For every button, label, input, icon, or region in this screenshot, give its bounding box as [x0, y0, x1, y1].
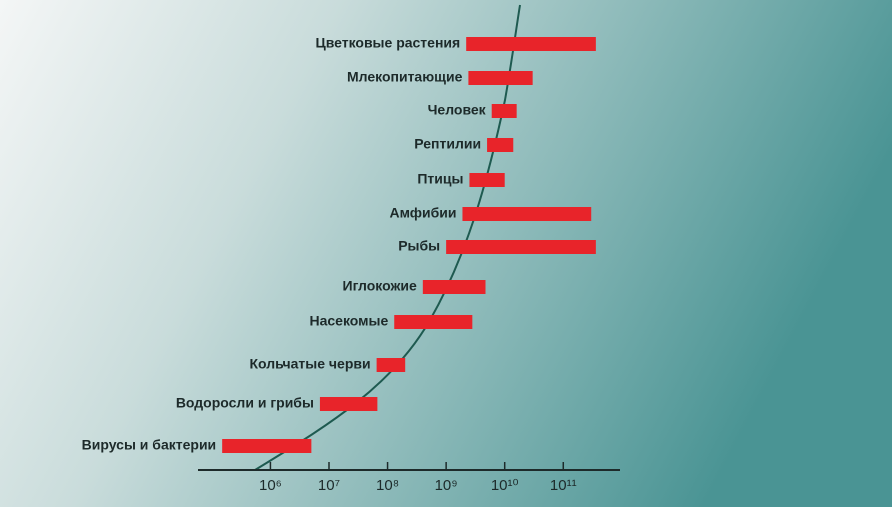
x-tick-label: 10⁶	[259, 477, 282, 494]
category-label: Амфибии	[389, 205, 456, 221]
bar	[376, 358, 406, 372]
bar	[319, 397, 378, 411]
category-label: Человек	[428, 102, 487, 118]
bar	[446, 240, 596, 254]
bar	[394, 315, 473, 329]
x-tick-label: 10¹¹	[550, 477, 577, 494]
category-label: Птицы	[417, 171, 463, 187]
category-label: Вирусы и бактерии	[82, 437, 217, 453]
x-tick-label: 10⁷	[318, 477, 340, 494]
x-tick-label: 10⁸	[376, 477, 399, 494]
bar	[487, 138, 514, 152]
category-label: Насекомые	[309, 313, 388, 329]
category-label: Водоросли и грибы	[176, 395, 314, 411]
x-tick-label: 10⁹	[435, 477, 458, 494]
category-label: Цветковые растения	[315, 35, 460, 51]
bar	[469, 173, 505, 187]
bar	[222, 439, 312, 453]
category-label: Рептилии	[414, 136, 481, 152]
category-label: Кольчатые черви	[249, 356, 370, 372]
category-label: Млекопитающие	[347, 69, 463, 85]
bar	[462, 207, 592, 221]
bar	[466, 37, 596, 51]
bar	[491, 104, 517, 118]
x-tick-label: 10¹⁰	[491, 477, 519, 494]
category-label: Иглокожие	[343, 278, 418, 294]
bar	[422, 280, 486, 294]
bar	[468, 71, 533, 85]
category-label: Рыбы	[398, 238, 440, 254]
